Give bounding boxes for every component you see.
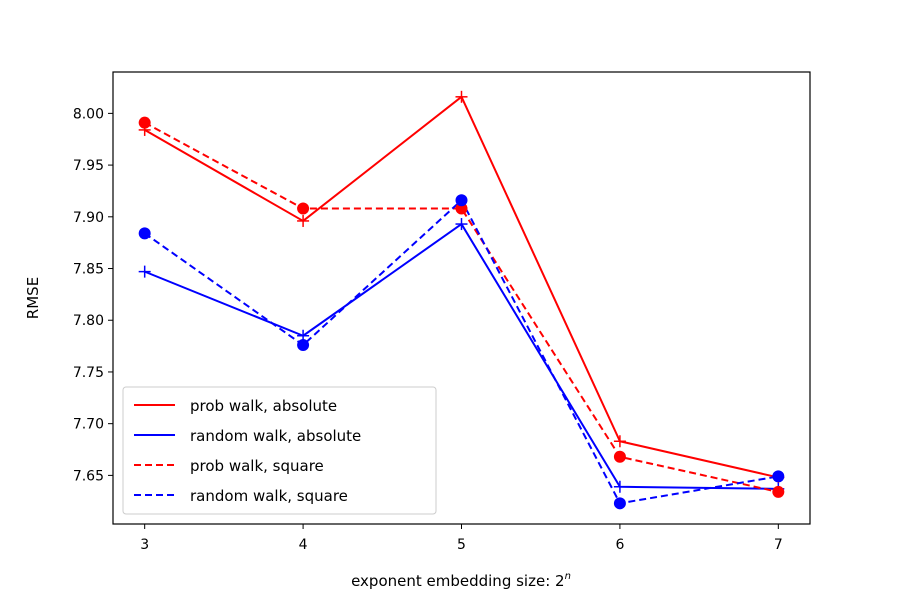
y-tick-label: 7.85 — [73, 262, 104, 278]
y-axis-ticks: 7.65 7.70 7.75 7.80 7.85 7.90 7.95 8.00 — [73, 106, 113, 484]
x-tick-label: 6 — [615, 537, 624, 553]
x-tick-label: 5 — [457, 537, 466, 553]
y-tick-label: 7.90 — [73, 210, 104, 226]
y-tick-label: 7.65 — [73, 468, 104, 484]
data-point-circle — [613, 450, 626, 463]
data-point-plus — [297, 214, 310, 227]
data-point-circle — [772, 470, 785, 483]
legend: prob walk, absolute random walk, absolute… — [122, 386, 437, 515]
series-line-2 — [144, 121, 779, 493]
data-point-circle — [138, 116, 151, 129]
x-tick-label: 3 — [140, 537, 149, 553]
legend-label: random walk, absolute — [190, 427, 361, 445]
data-point-circle — [613, 497, 626, 510]
data-point-plus — [613, 435, 626, 448]
x-tick-label: 4 — [299, 537, 308, 553]
y-tick-label: 8.00 — [73, 106, 104, 122]
legend-item: random walk, square — [134, 487, 348, 505]
legend-item: random walk, absolute — [134, 427, 361, 445]
legend-item: prob walk, square — [134, 457, 324, 475]
data-point-plus — [455, 218, 468, 231]
legend-label: prob walk, square — [190, 457, 324, 475]
data-point-circle — [772, 485, 785, 498]
y-tick-label: 7.80 — [73, 313, 104, 329]
data-point-plus — [455, 90, 468, 103]
data-point-circle — [297, 339, 310, 352]
legend-box — [122, 386, 437, 515]
x-axis-label: exponent embedding size: 2n — [351, 571, 571, 590]
y-axis-label: RMSE — [24, 277, 42, 319]
x-axis-ticks: 3 4 5 6 7 — [140, 524, 783, 553]
y-tick-label: 7.95 — [73, 158, 104, 174]
legend-item: prob walk, absolute — [134, 397, 337, 415]
data-point-plus — [613, 480, 626, 493]
x-axis-label-main: exponent embedding size: 2 — [351, 572, 564, 590]
y-tick-label: 7.75 — [73, 365, 104, 381]
legend-label: random walk, square — [190, 487, 348, 505]
y-tick-label: 7.70 — [73, 417, 104, 433]
x-axis-label-superscript: n — [565, 571, 571, 582]
data-point-plus — [138, 265, 151, 278]
data-point-circle — [297, 202, 310, 215]
x-tick-label: 7 — [774, 537, 783, 553]
data-point-circle — [455, 194, 468, 207]
series-markers — [138, 90, 785, 510]
data-point-circle — [138, 227, 151, 240]
data-point-circle — [455, 202, 468, 215]
legend-label: prob walk, absolute — [190, 397, 337, 415]
